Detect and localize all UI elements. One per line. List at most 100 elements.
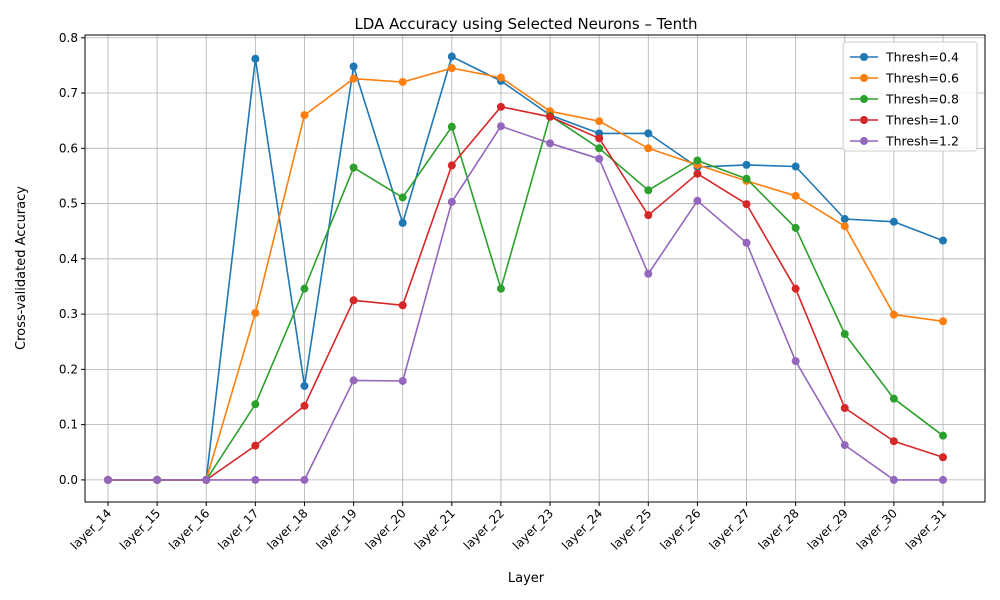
legend-marker xyxy=(860,137,868,145)
legend-item: Thresh=0.4 xyxy=(850,50,959,65)
data-point xyxy=(595,117,604,126)
data-point xyxy=(300,475,309,484)
data-point xyxy=(840,329,849,338)
data-point xyxy=(398,218,407,227)
data-point xyxy=(104,475,112,484)
x-tick-label: layer_22 xyxy=(461,506,507,552)
data-point xyxy=(447,161,456,170)
data-point xyxy=(791,162,800,171)
data-point xyxy=(644,211,653,220)
data-point xyxy=(496,122,505,131)
data-point xyxy=(546,139,555,148)
x-tick-label: layer_30 xyxy=(854,506,900,552)
data-point xyxy=(791,223,800,232)
data-point xyxy=(300,111,309,120)
data-point xyxy=(300,284,309,293)
data-point xyxy=(595,144,604,153)
x-tick-label: layer_19 xyxy=(313,506,359,552)
data-point xyxy=(447,64,456,73)
data-point xyxy=(742,160,751,169)
series-Thresh=0.8 xyxy=(104,111,947,484)
data-point xyxy=(595,154,604,163)
y-tick-label: 0.1 xyxy=(59,418,78,432)
y-tick-label: 0.4 xyxy=(59,252,78,266)
series-line xyxy=(108,114,944,481)
data-point xyxy=(398,77,407,86)
legend-label: Thresh=1.2 xyxy=(885,134,959,149)
series-Thresh=1.0 xyxy=(104,102,947,484)
series-line xyxy=(108,67,944,481)
data-point xyxy=(693,169,702,178)
y-axis-title: Cross-validated Accuracy xyxy=(14,186,29,350)
x-tick-label: layer_23 xyxy=(510,506,556,552)
x-tick-label: layer_31 xyxy=(903,506,949,552)
legend-marker xyxy=(860,53,868,61)
data-point xyxy=(349,62,358,71)
data-point xyxy=(840,222,849,231)
legend-label: Thresh=1.0 xyxy=(885,113,959,128)
x-axis-title: Layer xyxy=(508,571,545,586)
data-point xyxy=(398,301,407,310)
y-tick-label: 0.0 xyxy=(59,473,78,487)
data-point xyxy=(889,310,898,319)
data-point xyxy=(595,134,604,143)
data-point xyxy=(644,144,653,153)
legend: Thresh=0.4 Thresh=0.6 Thresh=0.8 Thresh=1.0… xyxy=(842,41,978,152)
data-point xyxy=(742,238,751,247)
data-point xyxy=(840,441,849,450)
series-line xyxy=(108,55,944,481)
series-line xyxy=(108,106,944,481)
x-tick-label: layer_27 xyxy=(706,506,752,552)
data-point xyxy=(251,54,260,63)
x-tick-label: layer_26 xyxy=(657,506,703,552)
data-point xyxy=(349,74,358,83)
data-point xyxy=(889,475,898,484)
legend-label: Thresh=0.6 xyxy=(885,71,959,86)
y-tick-label: 0.8 xyxy=(59,31,78,45)
data-point xyxy=(349,296,358,305)
x-tick-label: layer_29 xyxy=(805,506,851,552)
data-point xyxy=(939,475,947,484)
legend-item: Thresh=0.8 xyxy=(850,92,959,107)
legend-marker xyxy=(860,116,868,124)
x-axis: layer_14 layer_15 layer_16 layer_17 layer_18… xyxy=(68,502,949,552)
data-point xyxy=(496,73,505,82)
data-point xyxy=(447,197,456,206)
x-tick-label: layer_14 xyxy=(68,506,114,552)
series-Thresh=0.4 xyxy=(104,52,947,484)
data-point xyxy=(791,357,800,366)
data-point xyxy=(939,236,947,245)
x-tick-label: layer_25 xyxy=(608,506,654,552)
x-tick-label: layer_18 xyxy=(264,506,310,552)
data-point xyxy=(447,52,456,61)
legend-box xyxy=(842,41,978,152)
data-point xyxy=(742,200,751,209)
data-point xyxy=(840,215,849,224)
x-tick-label: layer_17 xyxy=(215,506,261,552)
y-tick-label: 0.3 xyxy=(59,307,78,321)
legend-marker xyxy=(860,95,868,103)
data-point xyxy=(546,112,555,121)
data-point xyxy=(742,174,751,183)
y-tick-label: 0.2 xyxy=(59,362,78,376)
x-tick-label: layer_16 xyxy=(166,506,212,552)
data-point xyxy=(251,308,260,317)
data-point xyxy=(693,156,702,165)
data-point xyxy=(644,186,653,195)
data-point xyxy=(889,217,898,226)
data-point xyxy=(791,284,800,293)
data-point xyxy=(939,317,947,326)
data-point xyxy=(840,404,849,413)
series-line xyxy=(108,125,943,481)
data-point xyxy=(349,376,358,385)
data-point xyxy=(398,193,407,202)
data-point xyxy=(447,122,456,131)
data-point xyxy=(251,475,260,484)
legend-item: Thresh=1.0 xyxy=(850,113,959,128)
data-point xyxy=(251,400,260,409)
data-point xyxy=(644,269,653,278)
data-point xyxy=(398,376,407,385)
data-point xyxy=(939,431,947,440)
x-tick-label: layer_28 xyxy=(756,506,802,552)
